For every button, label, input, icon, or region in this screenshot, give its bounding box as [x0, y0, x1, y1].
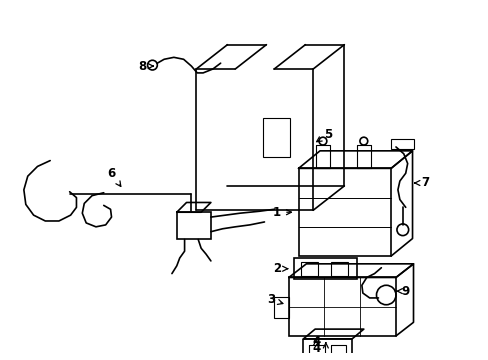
Bar	[390, 139, 414, 149]
Bar	[293, 258, 356, 279]
Text: 4: 4	[311, 335, 320, 348]
Text: 1: 1	[272, 206, 291, 219]
Text: 4: 4	[311, 342, 320, 355]
Bar	[298, 168, 390, 256]
Bar	[177, 212, 210, 239]
Bar	[330, 345, 346, 360]
Text: 9: 9	[395, 285, 409, 298]
Bar	[303, 339, 351, 360]
Text: 7: 7	[414, 176, 428, 189]
Text: 8: 8	[138, 60, 153, 73]
Bar	[330, 262, 347, 275]
Text: 5: 5	[316, 128, 331, 142]
Text: 2: 2	[272, 262, 287, 275]
Bar	[288, 278, 395, 336]
Bar	[308, 345, 324, 360]
Text: 3: 3	[266, 293, 283, 306]
Bar	[300, 262, 317, 275]
Bar	[274, 297, 288, 318]
Bar	[262, 118, 289, 157]
Text: 6: 6	[107, 167, 121, 186]
